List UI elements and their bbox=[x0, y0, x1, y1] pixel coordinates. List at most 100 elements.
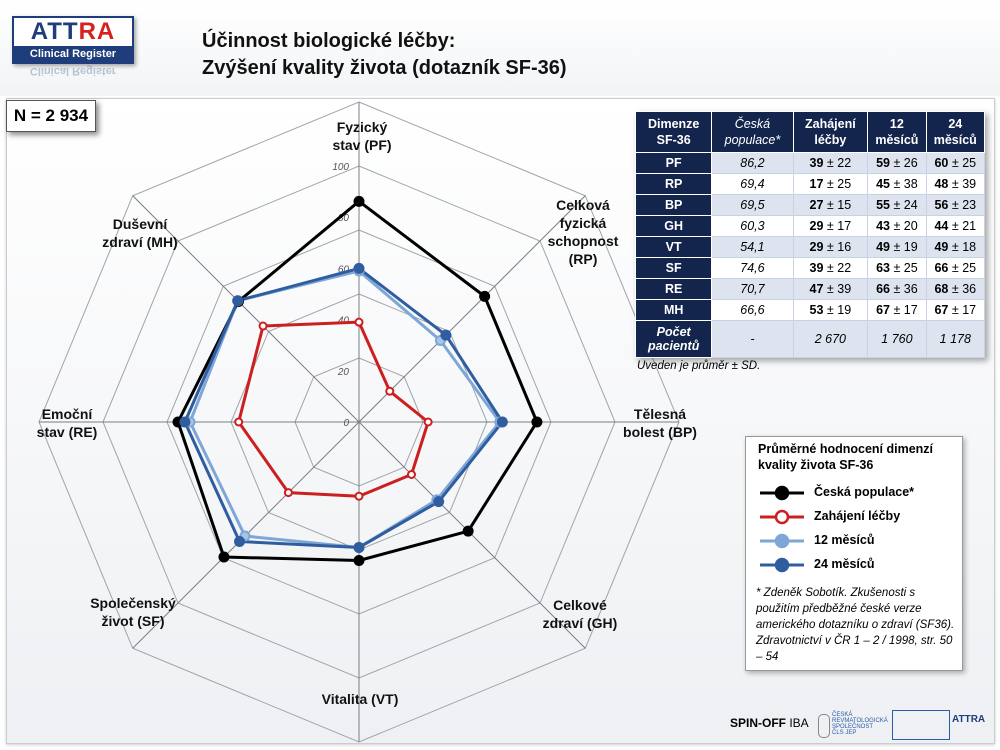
sd-value: ± 36 bbox=[893, 282, 918, 296]
population-cell: 69,4 bbox=[711, 173, 794, 195]
mean-value: 29 bbox=[809, 219, 824, 233]
grid-spoke bbox=[358, 195, 586, 423]
m24-cell: 67 ± 17 bbox=[925, 299, 986, 321]
mean-value: 45 bbox=[876, 177, 890, 191]
axis-label-sf: Společenský život (SF) bbox=[90, 594, 176, 630]
axis-label-line: Celková bbox=[556, 197, 610, 213]
mean-value: 53 bbox=[809, 303, 824, 317]
base-cell: 29 ± 16 bbox=[792, 236, 869, 258]
header: ATTRA Clinical Register Clinical Registe… bbox=[0, 0, 1000, 96]
axis-label-gh: Celkové zdraví (GH) bbox=[543, 596, 618, 632]
data-point bbox=[179, 416, 191, 428]
legend-title: Průměrné hodnocení dimenzí kvality život… bbox=[758, 441, 933, 473]
dimension-cell: RE bbox=[634, 278, 713, 300]
series-line-3 bbox=[183, 266, 504, 549]
mean-value: 60 bbox=[934, 156, 949, 170]
patients-population: - bbox=[711, 320, 794, 358]
scale-tick-label: 100 bbox=[332, 162, 349, 173]
legend: Průměrné hodnocení dimenzí kvality život… bbox=[745, 436, 963, 671]
spin-off-logo: SPIN-OFF IBA bbox=[730, 716, 809, 730]
legend-label: 12 měsíců bbox=[814, 533, 875, 547]
dimension-cell: RP bbox=[634, 173, 713, 195]
mean-value: 63 bbox=[876, 261, 890, 275]
axis-label-line: Vitalita (VT) bbox=[321, 691, 399, 707]
legend-label: Česká populace* bbox=[814, 485, 915, 499]
axis-label-line: Společenský bbox=[90, 595, 176, 611]
society-line: ČLS JEP bbox=[832, 730, 857, 736]
logo-part2: RA bbox=[78, 18, 116, 45]
table-header: 24 měsíců bbox=[925, 111, 986, 153]
axis-label-line: život (SF) bbox=[101, 613, 165, 629]
m12-cell: 55 ± 24 bbox=[867, 194, 927, 216]
sd-value: ± 16 bbox=[826, 240, 852, 254]
axis-label-line: stav (RE) bbox=[36, 424, 98, 440]
m24-cell: 66 ± 25 bbox=[925, 257, 986, 279]
table-row-patients: Počet pacientů -2 670 1 760 1 178 bbox=[634, 320, 986, 358]
axis-label-line: Duševní bbox=[112, 216, 168, 232]
m12-cell: 45 ± 38 bbox=[867, 173, 927, 195]
table-row: RE 70,7 47 ± 39 66 ± 36 68 ± 36 bbox=[634, 278, 986, 300]
legend-label: 24 měsíců bbox=[814, 557, 875, 571]
legend-footnote: * Zdeněk Sobotík. Zkušenosti s použitím … bbox=[756, 587, 955, 663]
society-emblem-icon bbox=[892, 710, 950, 740]
patients-label: Počet pacientů bbox=[634, 320, 713, 358]
grid-spoke bbox=[358, 421, 586, 649]
table-header: Dimenze SF-36 bbox=[634, 111, 713, 153]
mean-value: 39 bbox=[809, 156, 824, 170]
mean-value: 29 bbox=[809, 240, 824, 254]
iba-text: IBA bbox=[789, 716, 809, 730]
data-point bbox=[354, 317, 364, 327]
axis-label-rp: Celková fyzická schopnost (RP) bbox=[548, 196, 619, 268]
mean-value: 66 bbox=[934, 261, 949, 275]
data-point bbox=[353, 554, 365, 566]
data-point bbox=[354, 491, 364, 501]
m24-cell: 56 ± 23 bbox=[925, 194, 986, 216]
population-cell: 70,7 bbox=[711, 278, 794, 300]
table-row: MH 66,6 53 ± 19 67 ± 17 67 ± 17 bbox=[634, 299, 986, 321]
attra-logo: ATTRA Clinical Register bbox=[12, 16, 134, 64]
sd-value: ± 15 bbox=[826, 198, 852, 212]
table-row: RP 69,4 17 ± 25 45 ± 38 48 ± 39 bbox=[634, 173, 986, 195]
base-cell: 47 ± 39 bbox=[792, 278, 869, 300]
society-line: REVMATOLOGICKÁ bbox=[832, 718, 888, 724]
population-cell: 66,6 bbox=[711, 299, 794, 321]
society-line: SPOLEČNOST bbox=[832, 724, 874, 730]
mean-value: 49 bbox=[934, 240, 949, 254]
legend-marker-icon bbox=[760, 557, 804, 573]
mean-value: 68 bbox=[934, 282, 949, 296]
m12-cell: 43 ± 20 bbox=[867, 215, 927, 237]
scale-tick-label: 40 bbox=[338, 316, 350, 327]
sd-value: ± 36 bbox=[951, 282, 977, 296]
data-point bbox=[258, 321, 268, 331]
mean-value: 55 bbox=[876, 198, 890, 212]
mean-value: 44 bbox=[934, 219, 949, 233]
base-cell: 53 ± 19 bbox=[792, 299, 869, 321]
sd-value: ± 17 bbox=[826, 219, 852, 233]
m12-cell: 49 ± 19 bbox=[867, 236, 927, 258]
scale-tick-label: 0 bbox=[343, 418, 349, 429]
sd-value: ± 22 bbox=[826, 261, 852, 275]
axis-label-line: bolest (BP) bbox=[623, 424, 697, 440]
table-row: PF 86,2 39 ± 22 59 ± 26 60 ± 25 bbox=[634, 152, 986, 174]
sd-value: ± 26 bbox=[893, 156, 918, 170]
table-row: VT 54,1 29 ± 16 49 ± 19 49 ± 18 bbox=[634, 236, 986, 258]
logo-subtitle: Clinical Register bbox=[14, 46, 132, 62]
legend-marker-icon bbox=[760, 533, 804, 549]
dimension-cell: GH bbox=[634, 215, 713, 237]
logo-part1: ATT bbox=[30, 18, 79, 45]
sd-value: ± 25 bbox=[951, 261, 977, 275]
m24-cell: 44 ± 21 bbox=[925, 215, 986, 237]
data-point bbox=[440, 329, 452, 341]
axis-label-line: (RP) bbox=[568, 251, 598, 267]
data-point bbox=[234, 535, 246, 547]
table-note: Uveden je průměr ± SD. bbox=[637, 360, 761, 372]
mean-value: 17 bbox=[809, 177, 824, 191]
legend-title-line: kvality života SF-36 bbox=[758, 458, 874, 472]
m12-cell: 66 ± 36 bbox=[867, 278, 927, 300]
axis-label-vt: Vitalita (VT) bbox=[322, 690, 399, 708]
sd-value: ± 38 bbox=[893, 177, 918, 191]
patients-baseline: 2 670 bbox=[792, 320, 869, 358]
data-point bbox=[479, 290, 491, 302]
axis-label-re: Emoční stav (RE) bbox=[37, 405, 98, 441]
dimension-cell: PF bbox=[634, 152, 713, 174]
